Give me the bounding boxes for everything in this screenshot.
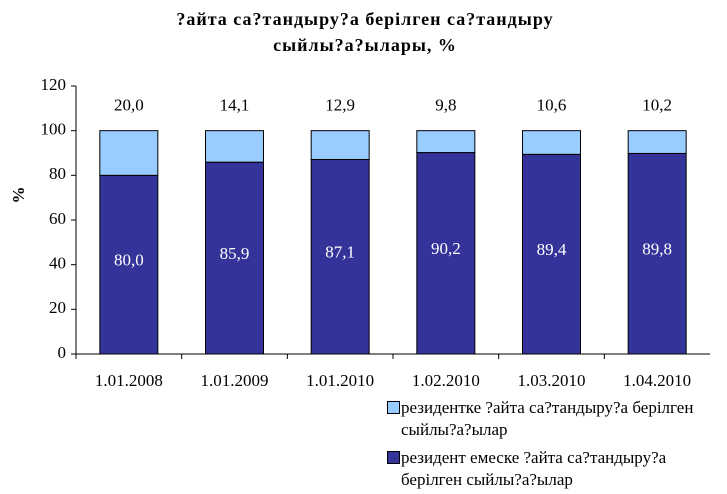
- legend-label: резидент емеске ?айта са?тандыру?а беріл…: [401, 448, 667, 489]
- bar-segment: [627, 152, 687, 355]
- legend-label: резидентке ?айта са?тандыру?а берілген с…: [401, 398, 694, 439]
- legend-swatch: [387, 451, 400, 464]
- bar-segment: [522, 153, 581, 355]
- x-tick-label: 1.04.2010: [623, 371, 691, 390]
- bar-segment: [99, 130, 159, 176]
- data-label: 14,1: [220, 96, 250, 115]
- bar-segment: [416, 152, 476, 355]
- bar-segment: [99, 174, 159, 355]
- data-label: 89,8: [642, 240, 672, 259]
- data-label: 90,2: [431, 239, 461, 258]
- data-label: 80,0: [114, 251, 144, 270]
- data-label: 89,4: [537, 240, 567, 259]
- bar-segment: [522, 130, 581, 155]
- y-axis-label: %: [9, 187, 28, 204]
- data-label: 10,2: [642, 96, 672, 115]
- chart-title: ?айта са?тандыру?а берілген са?тандыру с…: [176, 9, 554, 55]
- bar-segment: [627, 130, 687, 154]
- data-label: 20,0: [114, 96, 144, 115]
- legend-swatch: [387, 401, 400, 414]
- y-tick-label: 0: [58, 343, 67, 362]
- bar-segment: [205, 130, 264, 163]
- y-tick-label: 120: [41, 75, 67, 94]
- y-tick-label: 60: [49, 209, 66, 228]
- x-tick-label: 1.01.2009: [201, 371, 269, 390]
- bar-segment: [310, 130, 370, 160]
- y-tick-label: 40: [49, 254, 66, 273]
- bar-segment: [205, 161, 264, 355]
- data-label: 10,6: [537, 96, 567, 115]
- x-tick-label: 1.03.2010: [518, 371, 586, 390]
- x-tick-label: 1.02.2010: [412, 371, 480, 390]
- data-label: 12,9: [325, 96, 355, 115]
- y-tick-label: 100: [41, 120, 67, 139]
- x-tick-label: 1.01.2010: [306, 371, 374, 390]
- data-label: 9,8: [435, 96, 456, 115]
- data-label: 87,1: [325, 243, 355, 262]
- y-tick-label: 20: [49, 298, 66, 317]
- bar-segment: [416, 130, 476, 154]
- data-label: 85,9: [220, 244, 250, 263]
- y-tick-label: 80: [49, 164, 66, 183]
- x-tick-label: 1.01.2008: [95, 371, 163, 390]
